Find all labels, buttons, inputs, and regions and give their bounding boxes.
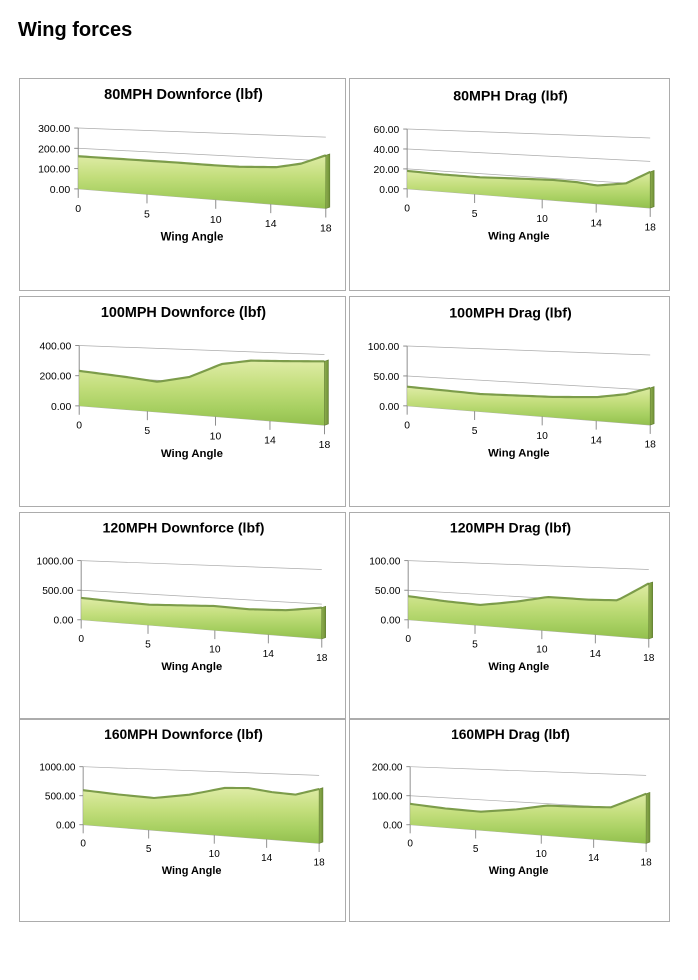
svg-text:18: 18: [641, 857, 653, 868]
svg-text:0: 0: [75, 203, 81, 215]
svg-text:10: 10: [209, 645, 221, 656]
svg-text:18: 18: [319, 440, 331, 451]
svg-text:Wing Angle: Wing Angle: [161, 661, 222, 673]
svg-text:14: 14: [590, 649, 602, 660]
svg-text:18: 18: [314, 857, 326, 868]
svg-text:200.00: 200.00: [39, 372, 71, 383]
svg-text:10: 10: [536, 645, 548, 656]
svg-text:5: 5: [472, 639, 478, 650]
svg-text:0.00: 0.00: [381, 616, 401, 627]
svg-text:10: 10: [536, 214, 548, 225]
svg-text:14: 14: [265, 218, 277, 230]
svg-text:18: 18: [316, 653, 328, 664]
svg-text:200.00: 200.00: [372, 763, 403, 774]
svg-text:0.00: 0.00: [379, 402, 399, 413]
svg-text:14: 14: [588, 853, 600, 864]
svg-text:500.00: 500.00: [42, 586, 73, 597]
svg-text:50.00: 50.00: [375, 586, 401, 597]
svg-text:20.00: 20.00: [373, 165, 399, 176]
svg-text:100.00: 100.00: [369, 557, 400, 568]
svg-text:Wing Angle: Wing Angle: [161, 232, 224, 244]
svg-text:5: 5: [144, 426, 150, 437]
svg-text:14: 14: [590, 218, 602, 229]
svg-text:0: 0: [404, 203, 410, 214]
svg-text:Wing Angle: Wing Angle: [489, 865, 549, 877]
svg-text:400.00: 400.00: [39, 342, 71, 353]
svg-text:5: 5: [472, 209, 478, 220]
svg-text:5: 5: [144, 208, 150, 220]
svg-text:14: 14: [264, 436, 276, 447]
svg-text:0.00: 0.00: [50, 184, 71, 196]
svg-text:10: 10: [536, 849, 548, 860]
svg-text:10: 10: [210, 431, 222, 442]
svg-text:100MPH Drag (lbf): 100MPH Drag (lbf): [449, 306, 572, 322]
svg-text:0: 0: [80, 839, 86, 850]
svg-text:18: 18: [644, 440, 656, 451]
svg-text:50.00: 50.00: [373, 372, 399, 383]
svg-text:80MPH Drag (lbf): 80MPH Drag (lbf): [453, 89, 568, 105]
svg-text:0: 0: [407, 839, 413, 850]
svg-text:0.00: 0.00: [51, 402, 71, 413]
svg-text:5: 5: [473, 844, 479, 855]
svg-text:120MPH Downforce (lbf): 120MPH Downforce (lbf): [103, 519, 265, 535]
svg-text:14: 14: [261, 853, 273, 864]
svg-text:18: 18: [320, 223, 332, 235]
svg-text:0.00: 0.00: [54, 616, 74, 627]
svg-text:5: 5: [472, 426, 478, 437]
svg-text:0: 0: [76, 421, 82, 432]
svg-text:Wing Angle: Wing Angle: [161, 448, 223, 460]
svg-text:14: 14: [590, 435, 602, 446]
svg-text:1000.00: 1000.00: [37, 557, 74, 568]
svg-text:300.00: 300.00: [38, 123, 70, 135]
svg-text:0: 0: [404, 420, 410, 431]
svg-text:5: 5: [145, 639, 151, 650]
svg-text:120MPH Drag (lbf): 120MPH Drag (lbf): [450, 519, 571, 535]
svg-text:160MPH Downforce (lbf): 160MPH Downforce (lbf): [104, 726, 263, 742]
svg-text:80MPH Downforce (lbf): 80MPH Downforce (lbf): [104, 87, 263, 103]
svg-text:0.00: 0.00: [383, 821, 403, 832]
svg-text:160MPH Drag (lbf): 160MPH Drag (lbf): [451, 726, 570, 742]
svg-text:100.00: 100.00: [38, 164, 70, 176]
svg-text:100.00: 100.00: [368, 342, 400, 353]
svg-text:Wing Angle: Wing Angle: [488, 661, 549, 673]
svg-text:10: 10: [209, 849, 221, 860]
svg-text:18: 18: [644, 223, 656, 234]
svg-text:100MPH Downforce (lbf): 100MPH Downforce (lbf): [101, 305, 266, 321]
svg-text:10: 10: [210, 214, 222, 226]
svg-text:0: 0: [405, 634, 411, 645]
svg-text:200.00: 200.00: [38, 143, 70, 155]
svg-text:0.00: 0.00: [56, 821, 76, 832]
svg-text:1000.00: 1000.00: [39, 763, 76, 774]
svg-text:100.00: 100.00: [372, 792, 403, 803]
svg-text:0: 0: [78, 634, 84, 645]
svg-text:0.00: 0.00: [379, 185, 399, 196]
svg-text:40.00: 40.00: [373, 145, 399, 156]
svg-text:500.00: 500.00: [45, 792, 76, 803]
svg-text:Wing Angle: Wing Angle: [162, 865, 222, 877]
svg-text:Wing Angle: Wing Angle: [488, 231, 549, 243]
svg-text:5: 5: [146, 844, 152, 855]
svg-text:14: 14: [263, 649, 275, 660]
svg-text:10: 10: [536, 431, 548, 442]
svg-text:Wing Angle: Wing Angle: [488, 448, 549, 460]
svg-text:18: 18: [643, 653, 655, 664]
svg-text:60.00: 60.00: [373, 125, 399, 136]
